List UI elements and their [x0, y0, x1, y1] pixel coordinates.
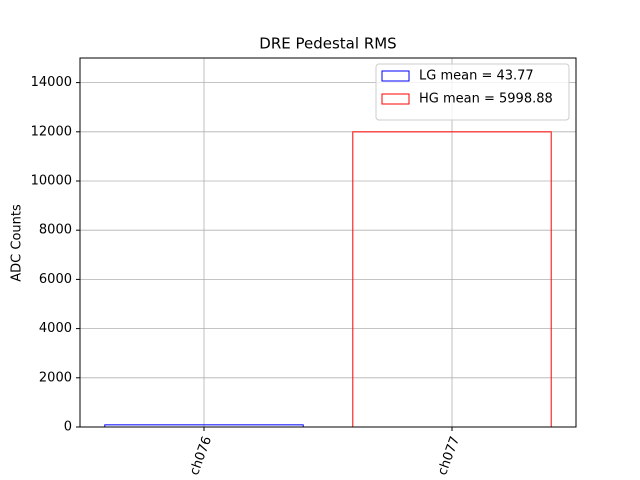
- legend-label: LG mean = 43.77: [419, 69, 534, 84]
- chart-title: DRE Pedestal RMS: [259, 35, 396, 53]
- legend-swatch: [381, 70, 410, 82]
- y-tick-label: 10000: [31, 174, 72, 189]
- y-tick-label: 8000: [39, 223, 72, 238]
- y-tick-label: 6000: [39, 272, 72, 287]
- y-tick-label: 12000: [31, 124, 72, 139]
- plot-frame: [79, 57, 577, 428]
- legend-label: HG mean = 5998.88: [419, 92, 553, 107]
- y-tick-label: 4000: [39, 321, 72, 336]
- y-tick-label: 0: [64, 420, 72, 435]
- y-tick-label: 2000: [39, 370, 72, 385]
- legend-box: [375, 63, 570, 121]
- y-axis-label: ADC Counts: [10, 204, 25, 282]
- y-tick-label: 14000: [31, 75, 72, 90]
- legend-swatch: [381, 93, 410, 105]
- legend: LG mean = 43.77 HG mean = 5998.88: [375, 63, 570, 121]
